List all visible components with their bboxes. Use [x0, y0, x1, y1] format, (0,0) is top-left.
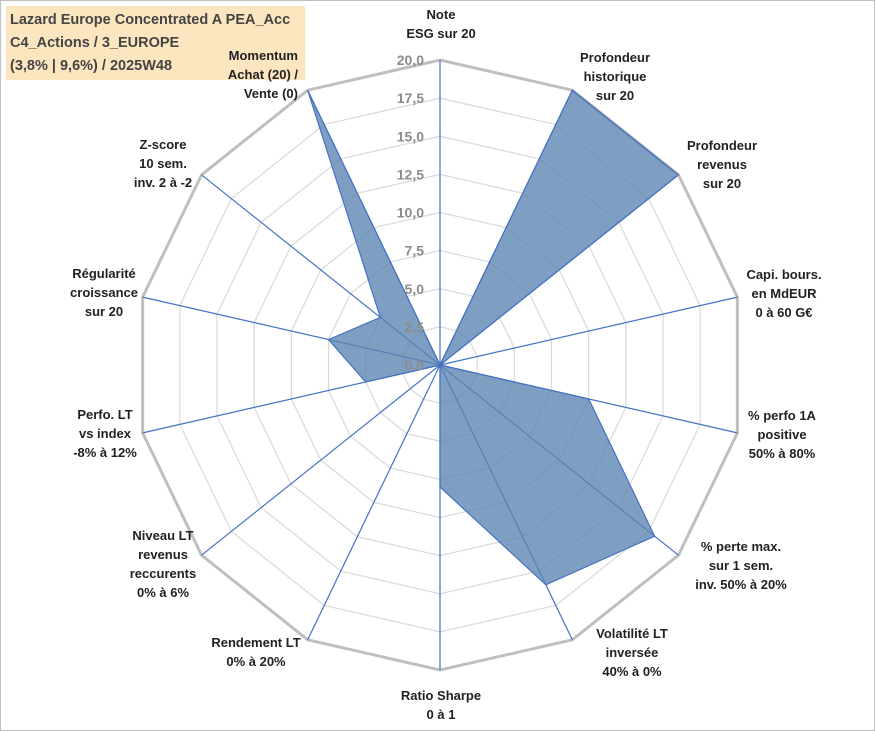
axis-spoke [439, 296, 738, 366]
axis-label: % perte max. [701, 539, 781, 554]
axis-label: 10 sem. [139, 156, 187, 171]
tick-label: 12,5 [397, 166, 424, 182]
axis-label: Vente (0) [244, 86, 298, 101]
title-line-category: C4_Actions / 3_EUROPE [10, 35, 180, 51]
axis-label: Profondeur [580, 50, 650, 65]
axis-label: 40% à 0% [602, 664, 662, 679]
axis-label: sur 20 [703, 176, 741, 191]
axis-label: 0 à 1 [427, 707, 456, 722]
axis-label: 0% à 6% [137, 585, 189, 600]
axis-label: inversée [606, 645, 659, 660]
axis-label: Achat (20) / [228, 67, 298, 82]
tick-label: 2,5 [405, 319, 425, 335]
axis-label: en MdEUR [752, 286, 818, 301]
tick-label: 17,5 [397, 90, 424, 106]
tick-label: 15,0 [397, 128, 424, 144]
axis-label: inv. 50% à 20% [695, 577, 787, 592]
axis-label: inv. 2 à -2 [134, 175, 192, 190]
axis-label: Profondeur [687, 138, 757, 153]
axis-label: croissance [70, 285, 138, 300]
axis-label: sur 1 sem. [709, 558, 773, 573]
title-line-fund: Lazard Europe Concentrated A PEA_Acc [10, 12, 291, 28]
axis-label: Capi. bours. [746, 267, 821, 282]
title-box: Lazard Europe Concentrated A PEA_Acc C4_… [6, 6, 305, 80]
tick-label: 20,0 [397, 52, 424, 68]
axis-label: sur 20 [85, 304, 123, 319]
axis-label: % perfo 1A [748, 408, 817, 423]
series-area [307, 89, 680, 586]
axis-label: Rendement LT [211, 635, 300, 650]
axis-label: 50% à 80% [749, 446, 816, 461]
axis-label: Régularité [72, 266, 136, 281]
axis-label: revenus [697, 157, 747, 172]
axis-label: revenus [138, 547, 188, 562]
axis-label: positive [757, 427, 806, 442]
axis-label: Niveau LT [132, 528, 193, 543]
axis-label: Volatilité LT [596, 626, 668, 641]
axis-label: ESG sur 20 [406, 26, 475, 41]
axis-label: sur 20 [596, 88, 634, 103]
axis-label: 0% à 20% [226, 654, 286, 669]
axis-label: Momentum [229, 48, 298, 63]
axis-label: reccurents [130, 566, 196, 581]
axis-spoke [201, 364, 441, 556]
axis-label: -8% à 12% [73, 445, 137, 460]
axis-label: 0 à 60 G€ [755, 305, 812, 320]
title-line-stats: (3,8% | 9,6%) / 2025W48 [10, 58, 173, 74]
tick-label: 0,0 [405, 357, 425, 373]
axis-label: historique [584, 69, 647, 84]
axis-label: Note [427, 7, 456, 22]
tick-label: 5,0 [405, 281, 425, 297]
tick-label: 7,5 [405, 243, 425, 259]
axis-label: Z-score [140, 137, 187, 152]
axis-label: Ratio Sharpe [401, 688, 481, 703]
axis-label: vs index [79, 426, 132, 441]
axis-label: Perfo. LT [77, 407, 132, 422]
axis-spoke [307, 364, 441, 641]
tick-label: 10,0 [397, 205, 424, 221]
